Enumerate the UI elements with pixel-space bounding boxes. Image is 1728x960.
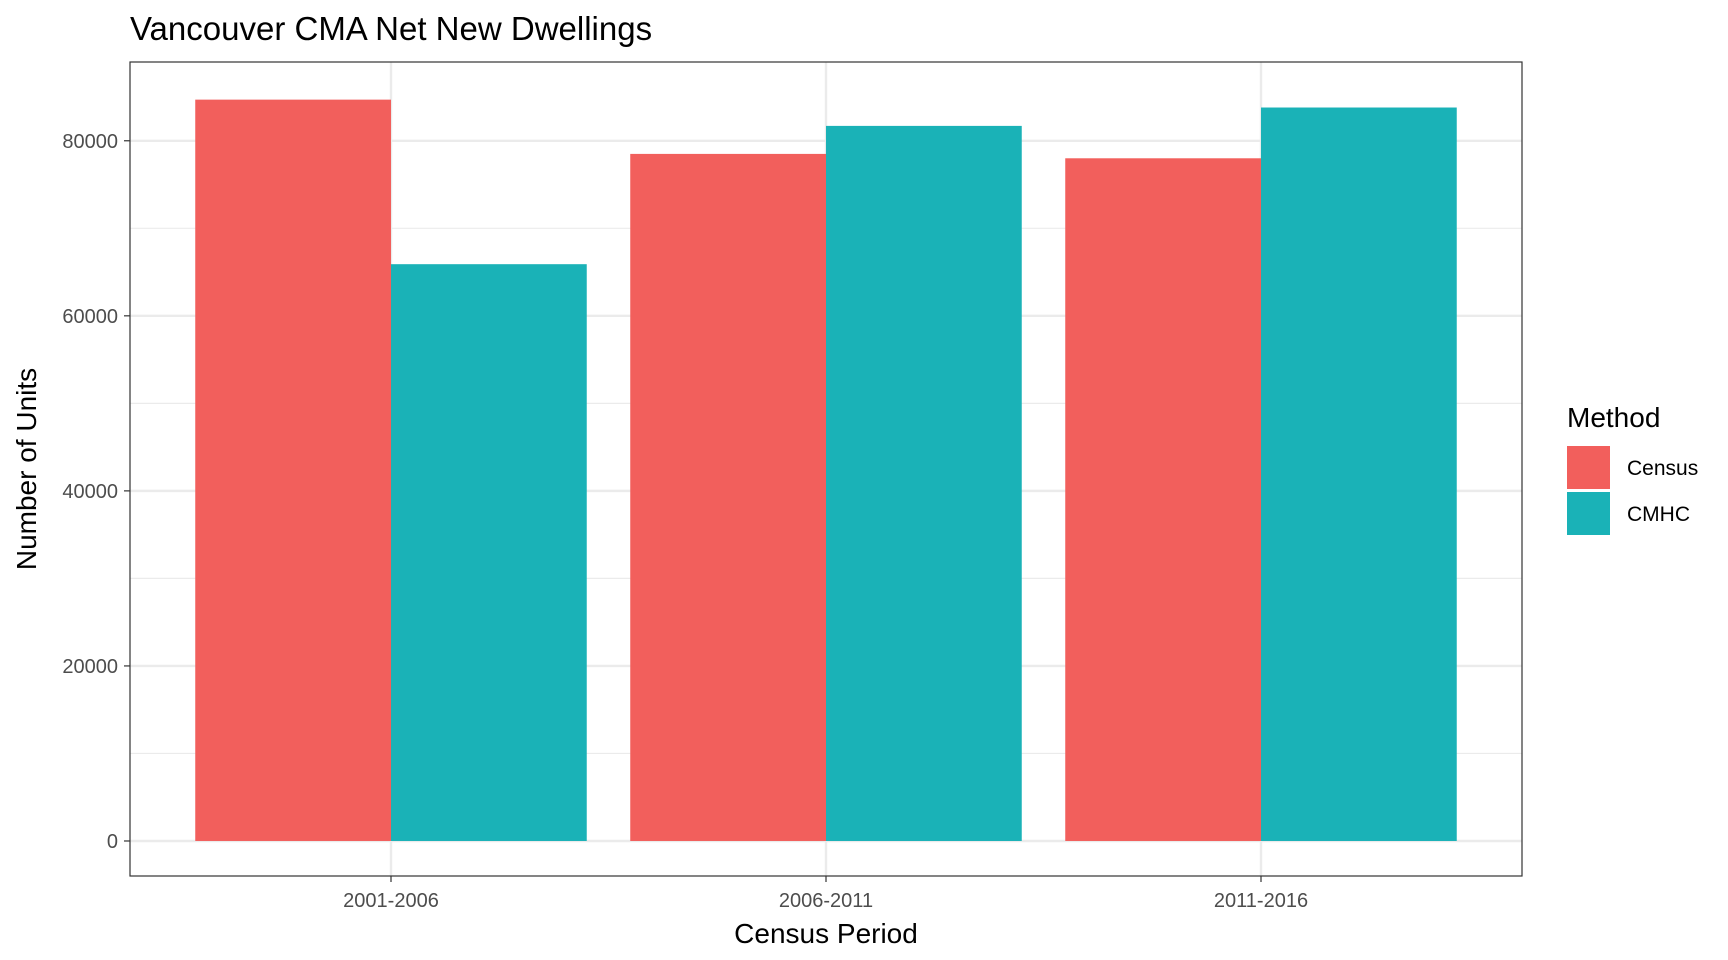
x-axis-ticks: 2001-2006 2006-2011 2011-2016 [343,876,1308,912]
x-tick-label: 2006-2011 [779,890,873,912]
legend-label-cmhc: CMHC [1627,503,1690,526]
legend: Method Census CMHC [1567,402,1698,535]
bar-cmhc-2006-2011 [826,125,1022,841]
y-axis-title: Number of Units [11,368,42,570]
y-tick-label: 80000 [62,131,118,153]
legend-title: Method [1567,402,1660,433]
bar-cmhc-2011-2016 [1261,107,1457,841]
x-tick-label: 2001-2006 [343,890,439,912]
legend-key-cmhc [1567,492,1610,535]
y-tick-label: 40000 [62,481,118,503]
chart-title: Vancouver CMA Net New Dwellings [130,10,652,47]
x-tick-label: 2011-2016 [1214,890,1308,912]
legend-items: Census CMHC [1567,446,1698,535]
bar-census-2001-2006 [195,99,391,841]
x-axis-title: Census Period [734,918,918,949]
legend-label-census: Census [1627,457,1698,480]
legend-key-census [1567,446,1610,489]
bar-census-2006-2011 [630,153,826,841]
bar-census-2011-2016 [1065,158,1261,841]
y-tick-label: 60000 [62,306,118,328]
bar-cmhc-2001-2006 [391,264,587,841]
y-tick-label: 20000 [62,656,118,678]
y-tick-label: 0 [107,831,118,853]
y-axis-ticks: 0 20000 40000 60000 80000 [62,131,130,853]
bars [195,99,1457,841]
